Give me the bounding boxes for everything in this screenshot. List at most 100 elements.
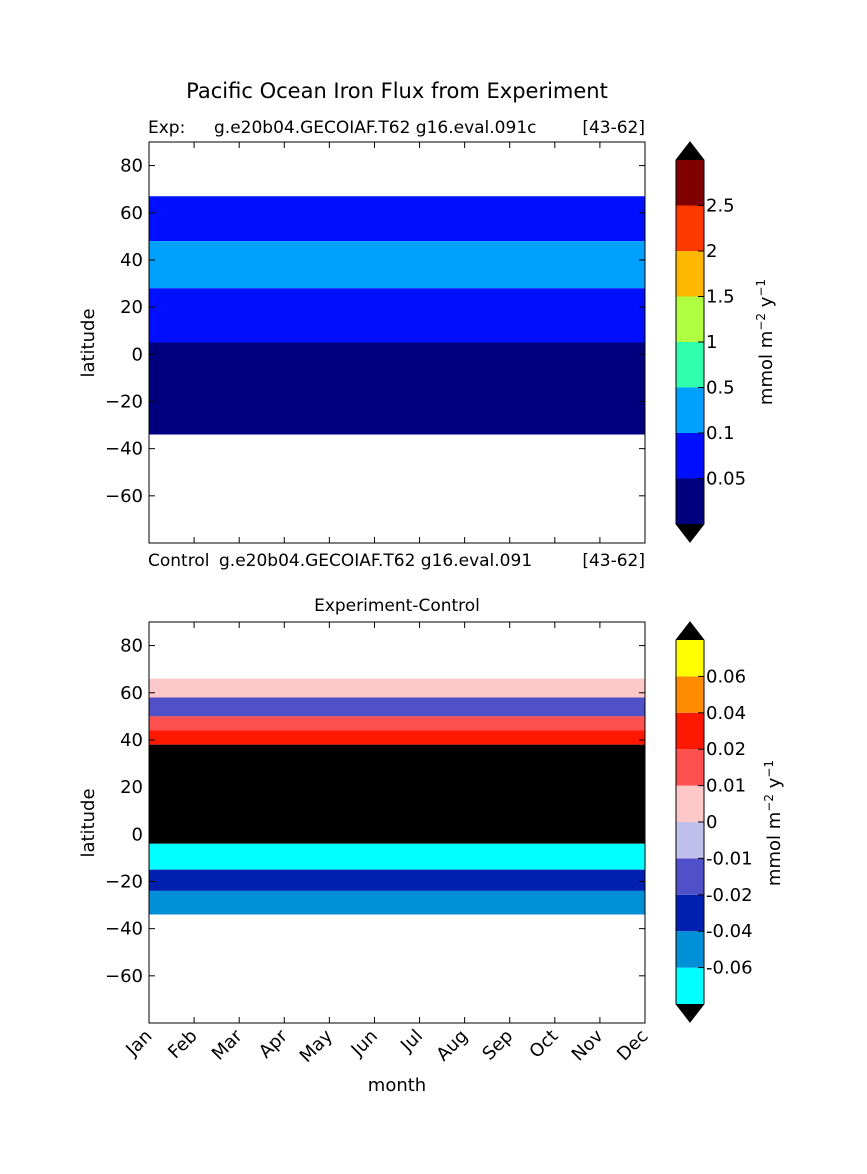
top-y-axis: 80 60 40 20 0 −20 −40 −60 — [105, 156, 645, 507]
bottom-colorbar-label-mid: y — [764, 777, 785, 794]
bottom-colorbar-swatch — [676, 676, 704, 713]
bottom-panel: Control g.e20b04.GECOIAF.T62 g16.eval.09… — [78, 551, 785, 1096]
top-colorbar-label-main: mmol m — [756, 331, 777, 405]
bottom-y-tick-label: 40 — [120, 730, 143, 751]
top-colorbar-tick-label: 0.05 — [706, 469, 746, 490]
bottom-contour-band — [149, 697, 645, 717]
bottom-colorbar-tick-label: -0.02 — [706, 885, 753, 906]
top-y-tick-label: 60 — [120, 203, 143, 224]
top-y-tick-label: 0 — [132, 344, 143, 365]
bottom-x-tick-label: Oct — [525, 1026, 562, 1063]
bottom-x-tick-label: Jul — [396, 1026, 427, 1057]
bottom-colorbar-tick-label: -0.01 — [706, 848, 753, 869]
top-y-tick-label: −40 — [105, 439, 143, 460]
top-contour-field — [149, 196, 645, 435]
top-colorbar-swatch — [676, 296, 704, 342]
top-contour-band — [149, 196, 645, 242]
bottom-colorbar-swatch — [676, 822, 704, 859]
bottom-colorbar-extend-top — [676, 622, 704, 640]
bottom-x-tick-label: Aug — [432, 1026, 472, 1066]
bottom-x-tick-label: Feb — [164, 1026, 201, 1063]
bottom-contour-band — [149, 744, 645, 844]
bottom-contour-band — [149, 890, 645, 915]
top-colorbar-tick-label: 2 — [706, 241, 717, 262]
top-contour-band — [149, 342, 645, 435]
top-colorbar-tick-label: 1 — [706, 332, 717, 353]
top-contour-band — [149, 241, 645, 289]
bottom-colorbar-tick-label: -0.06 — [706, 958, 753, 979]
bottom-plot-frame — [148, 621, 646, 1024]
bottom-colorbar-label-sup1: −2 — [762, 794, 776, 812]
bottom-colorbar-tick-label: 0.02 — [706, 739, 746, 760]
bottom-x-tick-label: Sep — [478, 1026, 517, 1065]
top-y-axis-label: latitude — [78, 308, 99, 377]
top-colorbar-tick-label: 2.5 — [706, 196, 735, 217]
bottom-panel-title-center: g.e20b04.GECOIAF.T62 g16.eval.091 — [219, 551, 532, 571]
bottom-y-tick-label: −60 — [105, 966, 143, 987]
bottom-contour-band — [149, 730, 645, 745]
top-colorbar-outline — [675, 141, 705, 543]
bottom-colorbar-label-sup2: −1 — [762, 760, 776, 778]
bottom-y-axis-label: latitude — [78, 788, 99, 857]
top-colorbar-swatch — [676, 342, 704, 388]
bottom-colorbar-extend-bottom — [676, 1004, 704, 1022]
top-colorbar-label-mid: y — [756, 296, 777, 313]
bottom-y-tick-label: 80 — [120, 636, 143, 657]
bottom-y-tick-label: 0 — [132, 824, 143, 845]
top-y-tick-label: −60 — [105, 486, 143, 507]
top-colorbar-label-sup2: −1 — [754, 279, 768, 297]
bottom-panel-subtitle: Experiment-Control — [314, 596, 480, 616]
bottom-y-tick-label: −40 — [105, 919, 143, 940]
bottom-colorbar-tick-label: 0.06 — [706, 666, 746, 687]
bottom-y-axis: 80 60 40 20 0 −20 −40 −60 — [105, 636, 645, 987]
bottom-panel-title-left: Control — [148, 551, 209, 571]
top-colorbar-tick-label: 0.1 — [706, 423, 735, 444]
top-y-tick-label: −20 — [105, 391, 143, 412]
bottom-colorbar-tick-label: -0.04 — [706, 921, 753, 942]
bottom-colorbar-tick-label: 0.01 — [706, 776, 746, 797]
bottom-panel-title-right: [43-62] — [582, 551, 645, 571]
bottom-colorbar: -0.06 -0.04 -0.02 -0.01 0 0.01 0.02 0.04 0.06 — [675, 621, 753, 1023]
top-y-tick-label: 40 — [120, 250, 143, 271]
bottom-y-tick-label: 60 — [120, 683, 143, 704]
top-panel-title-center: g.e20b04.GECOIAF.T62 g16.eval.091c — [214, 118, 536, 138]
top-panel-title-right: [43-62] — [582, 118, 645, 138]
bottom-x-tick-label: Jun — [347, 1026, 382, 1061]
top-colorbar-extend-top — [676, 142, 704, 160]
bottom-x-tick-label: Apr — [255, 1025, 292, 1062]
bottom-colorbar-swatch — [676, 785, 704, 822]
bottom-colorbar-swatch — [676, 894, 704, 932]
bottom-colorbar-swatch — [676, 967, 704, 1004]
bottom-contour-band — [149, 869, 645, 891]
top-colorbar-label-sup1: −2 — [754, 313, 768, 331]
bottom-colorbar-label: mmol m−2 y−1 — [762, 760, 785, 886]
bottom-colorbar-swatch — [676, 931, 704, 968]
bottom-colorbar-swatch — [676, 712, 704, 750]
top-contour-band — [149, 288, 645, 343]
top-x-axis-ticks — [148, 142, 646, 543]
top-y-tick-label: 20 — [120, 297, 143, 318]
bottom-contour-band — [149, 716, 645, 731]
bottom-colorbar-label-main: mmol m — [764, 812, 785, 886]
bottom-x-tick-label: Nov — [568, 1025, 608, 1065]
figure-title: Pacific Ocean Iron Flux from Experiment — [186, 79, 608, 103]
top-colorbar-swatch — [676, 433, 704, 479]
bottom-x-axis-label: month — [368, 1075, 426, 1096]
bottom-x-tick-label: May — [296, 1025, 337, 1066]
top-colorbar-tick-label: 0.5 — [706, 378, 735, 399]
top-colorbar-label: mmol m−2 y−1 — [754, 279, 777, 405]
top-panel-title-left: Exp: — [148, 118, 185, 138]
bottom-y-tick-label: −20 — [105, 871, 143, 892]
bottom-x-tick-label: Jan — [121, 1026, 156, 1061]
top-colorbar-swatch — [676, 160, 704, 206]
top-colorbar-tick-label: 1.5 — [706, 287, 735, 308]
top-colorbar: 0.05 0.1 0.5 1 1.5 2 2.5 — [675, 141, 746, 543]
bottom-x-tick-label: Mar — [208, 1025, 247, 1064]
bottom-colorbar-swatch — [676, 640, 704, 677]
bottom-colorbar-tick-label: 0.04 — [706, 703, 746, 724]
top-colorbar-swatch — [676, 205, 704, 251]
top-colorbar-swatch — [676, 478, 704, 524]
bottom-colorbar-outline — [675, 621, 705, 1023]
bottom-colorbar-swatch — [676, 858, 704, 895]
